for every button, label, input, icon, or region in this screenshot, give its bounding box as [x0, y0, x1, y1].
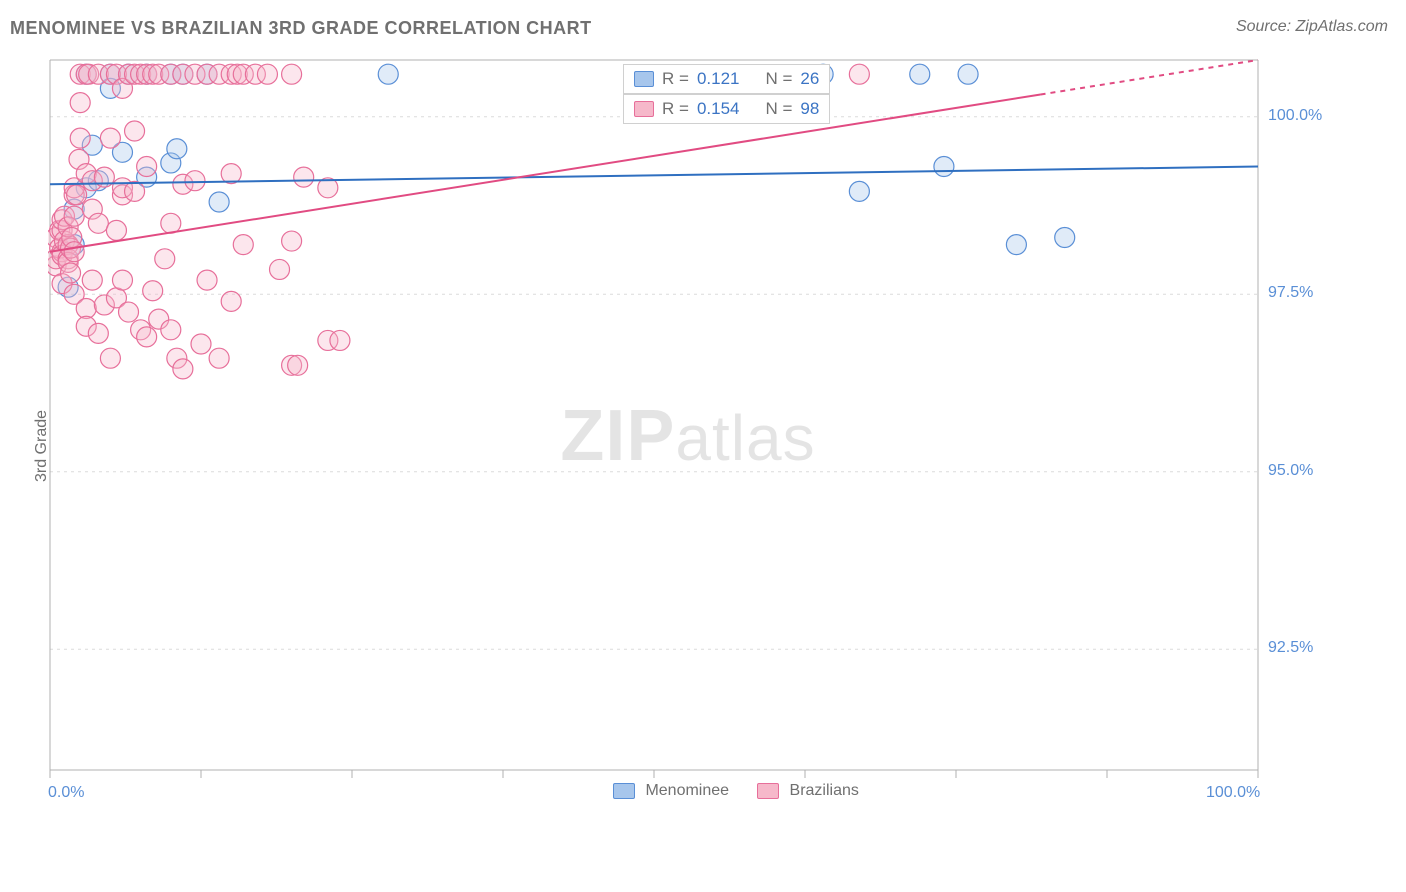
legend-swatch-menominee — [613, 783, 635, 799]
x-tick-label: 0.0% — [48, 784, 84, 802]
stat-N-value-menominee: 26 — [800, 69, 819, 89]
legend-item-menominee: Menominee — [613, 782, 729, 800]
stat-box-brazilians: R = 0.154 N = 98 — [623, 94, 830, 124]
y-tick-label: 100.0% — [1268, 107, 1322, 125]
legend-label-menominee: Menominee — [645, 782, 729, 799]
y-tick-label: 97.5% — [1268, 284, 1313, 302]
stat-N-value-brazilians: 98 — [800, 99, 819, 119]
stat-R-label: R = — [662, 69, 689, 89]
source-attribution: Source: ZipAtlas.com — [1236, 18, 1388, 36]
legend-item-brazilians: Brazilians — [757, 782, 859, 800]
scatter-svg — [48, 56, 1328, 816]
stat-swatch-menominee — [634, 71, 654, 87]
x-tick-label: 100.0% — [1206, 784, 1260, 802]
y-tick-label: 92.5% — [1268, 639, 1313, 657]
y-tick-label: 95.0% — [1268, 462, 1313, 480]
plot-area: ZIPatlas R = 0.121 N = 26 R = 0.154 N = … — [48, 56, 1328, 816]
stat-R-value-brazilians: 0.154 — [697, 99, 740, 119]
stat-box-menominee: R = 0.121 N = 26 — [623, 64, 830, 94]
stat-N-label: N = — [765, 99, 792, 119]
stat-N-label: N = — [765, 69, 792, 89]
chart-container: MENOMINEE VS BRAZILIAN 3RD GRADE CORRELA… — [0, 0, 1406, 892]
legend-swatch-brazilians — [757, 783, 779, 799]
stat-swatch-brazilians — [634, 101, 654, 117]
chart-title: MENOMINEE VS BRAZILIAN 3RD GRADE CORRELA… — [10, 18, 592, 39]
stat-R-value-menominee: 0.121 — [697, 69, 740, 89]
legend-label-brazilians: Brazilians — [790, 782, 859, 799]
stat-R-label: R = — [662, 99, 689, 119]
series-legend: Menominee Brazilians — [613, 782, 859, 800]
